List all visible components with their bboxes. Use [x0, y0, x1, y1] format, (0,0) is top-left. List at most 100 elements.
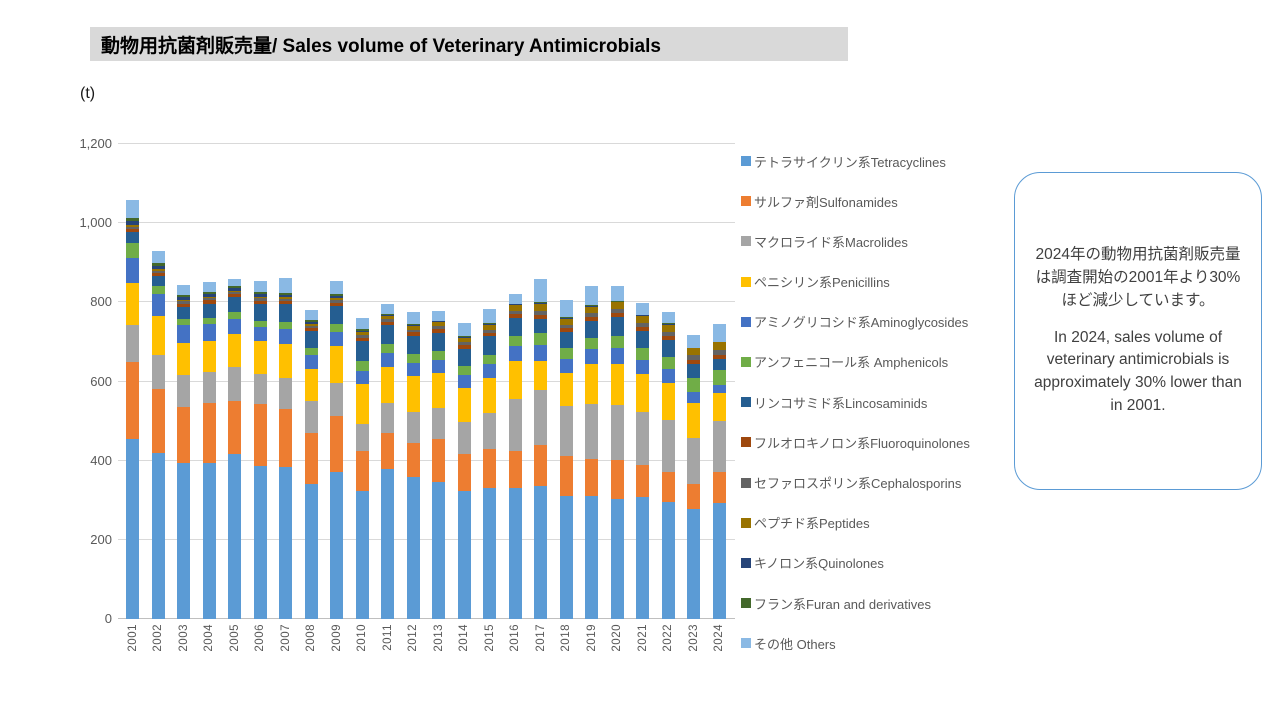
- bar-column-2003: [171, 144, 197, 619]
- bar-segment-peptides: [687, 348, 701, 356]
- bar-segment-others: [712, 324, 726, 342]
- x-axis-tick: 2018: [554, 624, 580, 680]
- gridline: [118, 538, 735, 540]
- x-axis-tick-label: 2017: [534, 624, 547, 652]
- bar-segment-peptides: [432, 322, 446, 327]
- plot-area: [118, 143, 735, 619]
- gridline: [118, 380, 735, 382]
- bar-segment-peptides: [279, 297, 293, 299]
- bar-segment-others: [585, 286, 599, 306]
- bar-segment-aminoglycosides: [585, 349, 599, 365]
- bar-segment-macrolides: [508, 398, 522, 451]
- bar-segment-others: [126, 200, 140, 219]
- bar-segment-fluoroquinolones: [432, 329, 446, 333]
- bar-segment-amphenicols: [585, 338, 599, 350]
- bar-segment-aminoglycosides: [151, 294, 165, 316]
- stacked-bar-2004: [202, 281, 216, 619]
- bar-segment-fluoroquinolones: [279, 301, 293, 305]
- bar-segment-fluoroquinolones: [610, 313, 624, 317]
- bar-segment-cephalosporins: [585, 313, 599, 318]
- bar-column-2008: [299, 144, 325, 619]
- bar-segment-tetracyclines: [406, 476, 420, 619]
- bar-segment-macrolides: [253, 373, 267, 405]
- bar-segment-sulfonamides: [202, 403, 216, 463]
- bar-segment-sulfonamides: [381, 432, 395, 469]
- bar-segment-sulfonamides: [228, 400, 242, 454]
- x-axis-tick-label: 2016: [509, 624, 522, 652]
- bar-segment-aminoglycosides: [253, 327, 267, 341]
- gridline: [118, 459, 735, 461]
- bar-column-2016: [503, 144, 529, 619]
- bar-segment-tetracyclines: [610, 499, 624, 619]
- bar-segment-quinolones: [661, 324, 675, 325]
- bar-segment-cephalosporins: [712, 349, 726, 356]
- bar-segment-lincosaminids: [610, 317, 624, 336]
- bar-segment-others: [432, 311, 446, 321]
- bar-segment-furan: [508, 303, 522, 305]
- x-axis-tick-label: 2001: [126, 624, 139, 652]
- stacked-bar-2010: [355, 317, 369, 619]
- bar-segment-aminoglycosides: [483, 364, 497, 379]
- x-axis-tick-label: 2006: [254, 624, 267, 652]
- bar-segment-macrolides: [228, 366, 242, 401]
- bar-segment-aminoglycosides: [432, 359, 446, 374]
- bar-segment-tetracyclines: [483, 488, 497, 619]
- bar-segment-tetracyclines: [228, 453, 242, 619]
- bar-column-2004: [197, 144, 223, 619]
- bar-segment-macrolides: [151, 354, 165, 390]
- bar-segment-penicillins: [126, 282, 140, 326]
- bar-segment-lincosaminids: [228, 297, 242, 313]
- bar-segment-lincosaminids: [636, 330, 650, 349]
- bar-segment-others: [457, 323, 471, 337]
- annotation-callout: 2024年の動物用抗菌剤販売量は調査開始の2001年より30%ほど減少しています…: [1014, 172, 1262, 490]
- bar-segment-amphenicols: [177, 319, 191, 326]
- bar-segment-quinolones: [636, 315, 650, 317]
- bar-segment-fluoroquinolones: [687, 360, 701, 365]
- bar-segment-aminoglycosides: [559, 358, 573, 373]
- bar-segment-others: [330, 281, 344, 295]
- y-axis-unit-label: (t): [80, 85, 96, 102]
- bar-segment-sulfonamides: [585, 459, 599, 496]
- bar-segment-cephalosporins: [457, 341, 471, 346]
- legend-item-macrolides: マクロライド系Macrolides: [741, 229, 1016, 253]
- x-axis-tick: 2007: [273, 624, 299, 680]
- bar-segment-furan: [432, 320, 446, 322]
- x-axis: 2001 2002 2003 2004 2005 2006 2007 2008 2009 2010…: [120, 624, 732, 680]
- bar-segment-tetracyclines: [712, 503, 726, 619]
- bar-segment-peptides: [661, 324, 675, 332]
- stacked-bar-2008: [304, 309, 318, 619]
- legend-marker-icon: [741, 316, 751, 327]
- legend-label: アンフェニコール系 Amphenicols: [754, 355, 949, 371]
- stacked-bar-2024: [712, 324, 726, 619]
- y-axis-tick-label: 0: [104, 611, 112, 626]
- bar-segment-lincosaminids: [279, 304, 293, 322]
- bar-segment-peptides: [177, 300, 191, 302]
- bar-segment-cephalosporins: [279, 298, 293, 302]
- legend-label: ペニシリン系Penicillins: [754, 275, 890, 291]
- x-axis-tick: 2001: [120, 624, 146, 680]
- bar-segment-sulfonamides: [126, 362, 140, 440]
- x-axis-tick-label: 2010: [356, 624, 369, 652]
- stacked-bar-2016: [508, 293, 522, 619]
- bar-segment-lincosaminids: [585, 320, 599, 338]
- bar-segment-fluoroquinolones: [661, 336, 675, 340]
- bar-segment-sulfonamides: [457, 453, 471, 492]
- bar-column-2023: [681, 144, 707, 619]
- bar-segment-macrolides: [661, 420, 675, 472]
- bar-column-2017: [528, 144, 554, 619]
- x-axis-tick: 2012: [401, 624, 427, 680]
- bar-segment-others: [304, 309, 318, 321]
- legend-marker-icon: [741, 437, 751, 448]
- bar-column-2015: [477, 144, 503, 619]
- bar-segment-cephalosporins: [330, 300, 344, 304]
- legend-label: マクロライド系Macrolides: [754, 234, 908, 250]
- bar-segment-furan: [304, 320, 318, 322]
- bar-segment-fluoroquinolones: [355, 338, 369, 342]
- bar-segment-cephalosporins: [304, 325, 318, 329]
- bar-segment-furan: [585, 305, 599, 306]
- bar-segment-lincosaminids: [483, 336, 497, 355]
- bar-segment-lincosaminids: [687, 364, 701, 379]
- legend-item-amphenicols: アンフェニコール系 Amphenicols: [741, 350, 1016, 374]
- bar-segment-peptides: [355, 332, 369, 336]
